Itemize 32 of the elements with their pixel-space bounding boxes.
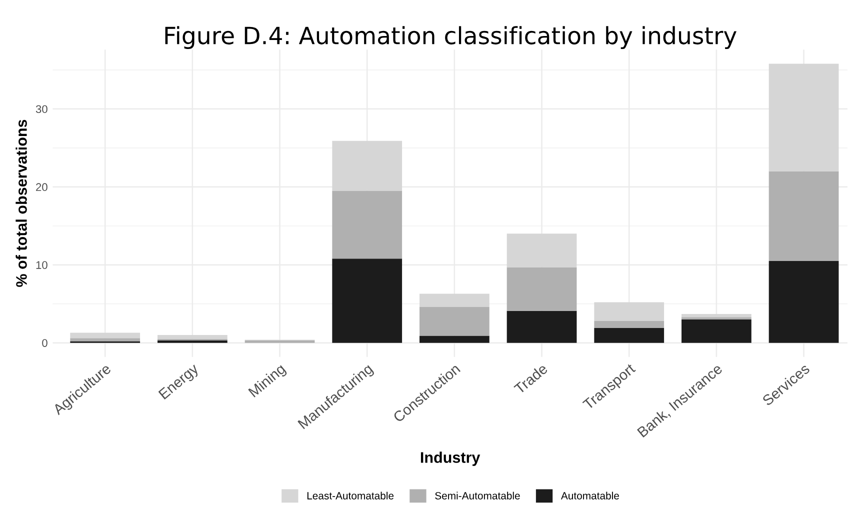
bar bbox=[420, 336, 490, 343]
bar bbox=[768, 171, 839, 261]
bar bbox=[158, 340, 228, 343]
bar bbox=[506, 234, 577, 268]
bar bbox=[768, 64, 839, 172]
y-tick-label: 0 bbox=[42, 339, 48, 347]
bar bbox=[332, 140, 402, 191]
y-tick-label: 20 bbox=[36, 183, 48, 192]
bar bbox=[594, 321, 664, 328]
bar bbox=[158, 335, 228, 339]
bar bbox=[244, 340, 315, 343]
bar bbox=[506, 310, 577, 343]
y-axis-title: % of total observations bbox=[16, 120, 27, 287]
bar bbox=[594, 328, 664, 343]
bar bbox=[332, 190, 402, 259]
bar bbox=[682, 314, 752, 318]
bar bbox=[594, 302, 664, 321]
chart-title: Figure D.4: Automation classification by industry bbox=[165, 26, 736, 50]
legend-label: Semi-Automatable bbox=[435, 492, 520, 500]
bar bbox=[768, 260, 839, 343]
legend-label: Automatable bbox=[560, 492, 619, 500]
bar bbox=[506, 267, 577, 311]
y-tick-label: 10 bbox=[36, 261, 48, 269]
bar bbox=[420, 306, 490, 336]
bar bbox=[682, 319, 752, 343]
y-tick-label: 30 bbox=[36, 105, 48, 114]
bar bbox=[70, 332, 140, 338]
bar bbox=[332, 258, 402, 343]
legend-label: Least-Automatable bbox=[307, 492, 394, 500]
x-axis-title: Industry bbox=[420, 452, 480, 466]
bar bbox=[420, 294, 490, 307]
bar bbox=[70, 338, 140, 342]
